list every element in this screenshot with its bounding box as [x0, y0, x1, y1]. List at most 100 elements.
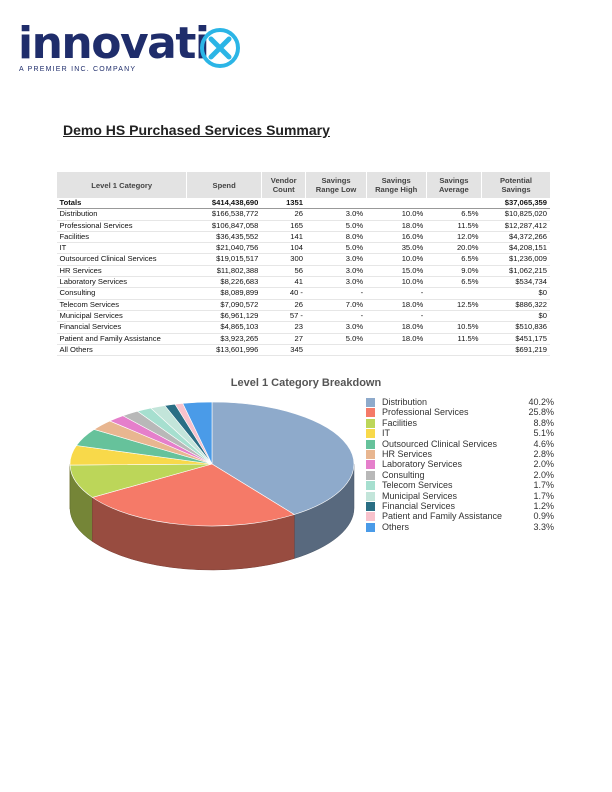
table-row: All Others $13,601,996 345 $691,219: [56, 344, 550, 357]
summary-table: Level 1 Category Spend Vendor Count Savi…: [55, 172, 550, 357]
row-category: IT: [56, 242, 187, 255]
pie-slice-others: [182, 401, 213, 465]
row-savings-average: [426, 310, 482, 323]
header-savings-average: Savings Average: [425, 172, 482, 198]
totals-high: [366, 198, 427, 210]
totals-potential: $37,065,359: [481, 198, 550, 210]
row-potential-savings: $886,322: [481, 299, 550, 311]
legend-label: Distribution: [382, 397, 428, 407]
legend-percent: 40.2%: [528, 397, 554, 407]
totals-vendor-count: 1351: [261, 198, 306, 210]
row-vendor-count: 345: [261, 344, 306, 357]
legend-swatch: [366, 470, 375, 480]
legend-label: Consulting: [382, 469, 425, 480]
row-vendor-count: 300: [261, 253, 306, 266]
row-savings-average: 6.5%: [426, 208, 482, 221]
table-row: Facilities $36,435,552 141 8.0% 16.0% 12.0% $4…: [56, 231, 550, 244]
innovatix-logo: innovatix A PREMIER INC. COMPANY: [18, 20, 240, 80]
table-row: Distribution $166,538,772 26 3.0% 10.0% 6.5% $…: [56, 208, 550, 221]
legend-label: IT: [382, 428, 390, 439]
row-savings-high: 35.0%: [366, 242, 427, 255]
legend-percent: 2.0%: [533, 469, 554, 480]
legend-label: Municipal Services: [382, 490, 458, 501]
pie-slice-distribution: [211, 401, 355, 515]
legend-swatch: [366, 460, 375, 470]
legend-item: Financial Services 1.2%: [366, 501, 556, 511]
row-vendor-count: 40 -: [261, 287, 306, 300]
row-category: Consulting: [56, 287, 187, 300]
row-vendor-count: 23: [261, 321, 306, 334]
row-savings-average: [426, 344, 482, 357]
row-vendor-count: 27: [261, 333, 306, 345]
row-savings-high: 10.0%: [366, 276, 427, 289]
legend-item: Others 3.3%: [366, 522, 556, 532]
pie-chart: [69, 401, 355, 571]
row-potential-savings: $1,236,009: [481, 253, 550, 266]
row-savings-average: 12.5%: [426, 299, 482, 311]
legend-percent: 2.0%: [533, 459, 554, 470]
legend-percent: 0.9%: [533, 511, 554, 522]
legend-label: Facilities: [382, 417, 418, 428]
row-vendor-count: 56: [261, 265, 306, 278]
row-savings-average: [426, 287, 482, 300]
row-savings-low: 8.0%: [305, 231, 367, 244]
table-row: IT $21,040,756 104 5.0% 35.0% 20.0% $4,208,151: [56, 242, 550, 255]
totals-low: [305, 198, 367, 210]
row-savings-high: 18.0%: [366, 321, 427, 334]
table-row: Telecom Services $7,090,572 26 7.0% 18.0% 12.…: [56, 299, 550, 311]
row-savings-low: 7.0%: [305, 299, 367, 311]
logo-tagline: A PREMIER INC. COMPANY: [19, 66, 137, 73]
legend-swatch: [366, 418, 375, 428]
row-savings-high: 10.0%: [366, 253, 427, 266]
row-savings-low: 5.0%: [305, 242, 367, 255]
row-savings-average: 6.5%: [426, 253, 482, 266]
row-spend: $19,015,517: [186, 253, 262, 266]
row-category: Distribution: [56, 208, 187, 221]
row-savings-average: 11.5%: [426, 333, 482, 345]
row-savings-low: 3.0%: [305, 276, 367, 289]
legend-label: Financial Services: [382, 500, 456, 511]
row-vendor-count: 41: [261, 276, 306, 289]
row-category: Laboratory Services: [56, 276, 187, 289]
table-row: Outsourced Clinical Services $19,015,517 3…: [56, 253, 550, 266]
totals-spend: $414,438,690: [186, 198, 262, 210]
legend-label: HR Services: [382, 448, 433, 459]
row-savings-high: 16.0%: [366, 231, 427, 244]
row-spend: $36,435,552: [186, 231, 262, 244]
legend-swatch: [366, 522, 375, 532]
row-category: Telecom Services: [56, 299, 187, 311]
header-savings-low: Savings Range Low: [305, 172, 367, 198]
table-row: Consulting $8,089,899 40 - - - $0: [56, 287, 550, 300]
legend-item: Outsourced Clinical Services 4.6%: [366, 439, 556, 449]
row-savings-average: 20.0%: [426, 242, 482, 255]
row-savings-average: 6.5%: [426, 276, 482, 289]
legend-item: Consulting 2.0%: [366, 470, 556, 480]
row-savings-high: 18.0%: [366, 333, 427, 345]
logo-x-mark: [200, 28, 240, 68]
legend-percent: 8.8%: [533, 417, 554, 428]
legend-item: Professional Services 25.8%: [366, 407, 556, 418]
row-savings-low: 5.0%: [305, 220, 367, 232]
row-category: HR Services: [56, 265, 187, 278]
legend-item: Facilities 8.8%: [366, 418, 556, 428]
header-potential-savings: Potential Savings: [481, 172, 550, 198]
row-spend: $4,865,103: [186, 321, 262, 334]
row-savings-high: 10.0%: [366, 208, 427, 221]
row-savings-high: -: [366, 287, 427, 300]
row-savings-average: 10.5%: [426, 321, 482, 334]
header-vendor-count: Vendor Count: [260, 172, 306, 198]
legend-label: Professional Services: [382, 407, 469, 418]
legend-percent: 4.6%: [533, 438, 554, 449]
row-savings-high: 15.0%: [366, 265, 427, 278]
legend-label: Telecom Services: [382, 480, 453, 491]
chart-legend: Distribution 40.2% Professional Services 25…: [366, 397, 556, 532]
legend-swatch: [366, 429, 375, 439]
row-vendor-count: 26: [261, 299, 306, 311]
logo-wordmark: innovatix: [18, 20, 235, 68]
legend-item: Municipal Services 1.7%: [366, 491, 556, 501]
legend-percent: 1.7%: [533, 490, 554, 501]
row-vendor-count: 165: [261, 220, 306, 232]
chart-title: Level 1 Category Breakdown: [230, 377, 382, 389]
row-spend: $166,538,772: [186, 208, 262, 221]
header-category: Level 1 Category: [55, 172, 187, 198]
